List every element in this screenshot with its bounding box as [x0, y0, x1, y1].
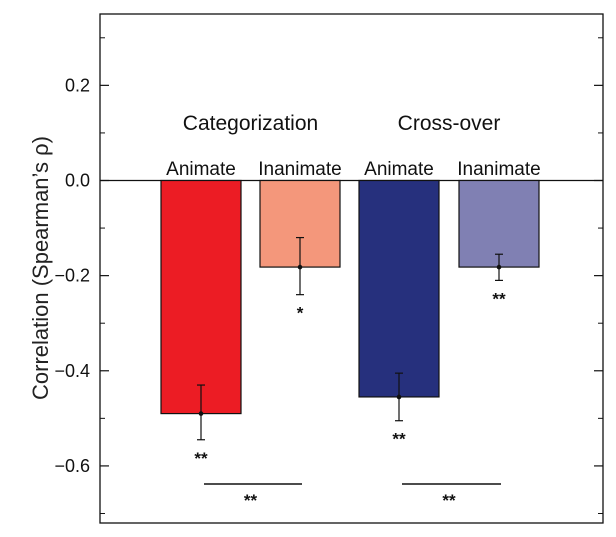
mean-point [198, 411, 204, 416]
comparison-significance: ** [442, 491, 456, 510]
significance-marker: ** [492, 289, 506, 308]
y-tick-label: −0.6 [54, 456, 90, 476]
y-tick-label: 0.0 [65, 170, 90, 190]
group-title: Cross-over [398, 112, 501, 135]
y-axis-label: Correlation (Spearman’s ρ) [28, 136, 53, 400]
y-tick-label: 0.2 [65, 75, 90, 95]
y-tick-label: −0.2 [54, 266, 90, 286]
plot-frame [99, 13, 604, 524]
category-label: Inanimate [457, 159, 540, 180]
bar-cross-over-inanimate [458, 179, 540, 268]
plot-area: 0.2 0.0 −0.2 −0.4 −0.6 ** Animate * Inanimate ** A… [54, 13, 604, 524]
category-label: Inanimate [258, 159, 341, 180]
group-title: Categorization [183, 112, 318, 135]
category-label: Animate [166, 159, 236, 180]
comparison-significance: ** [244, 491, 258, 510]
mean-point [496, 264, 502, 270]
significance-marker: * [297, 304, 304, 323]
bar-cross-over-animate [358, 179, 440, 398]
y-tick-label: −0.4 [54, 361, 90, 381]
mean-point [297, 264, 303, 270]
bar-categorization-animate [160, 179, 242, 415]
significance-marker: ** [392, 430, 406, 449]
mean-point [396, 394, 402, 400]
significance-marker: ** [194, 449, 208, 468]
category-label: Animate [364, 159, 434, 180]
